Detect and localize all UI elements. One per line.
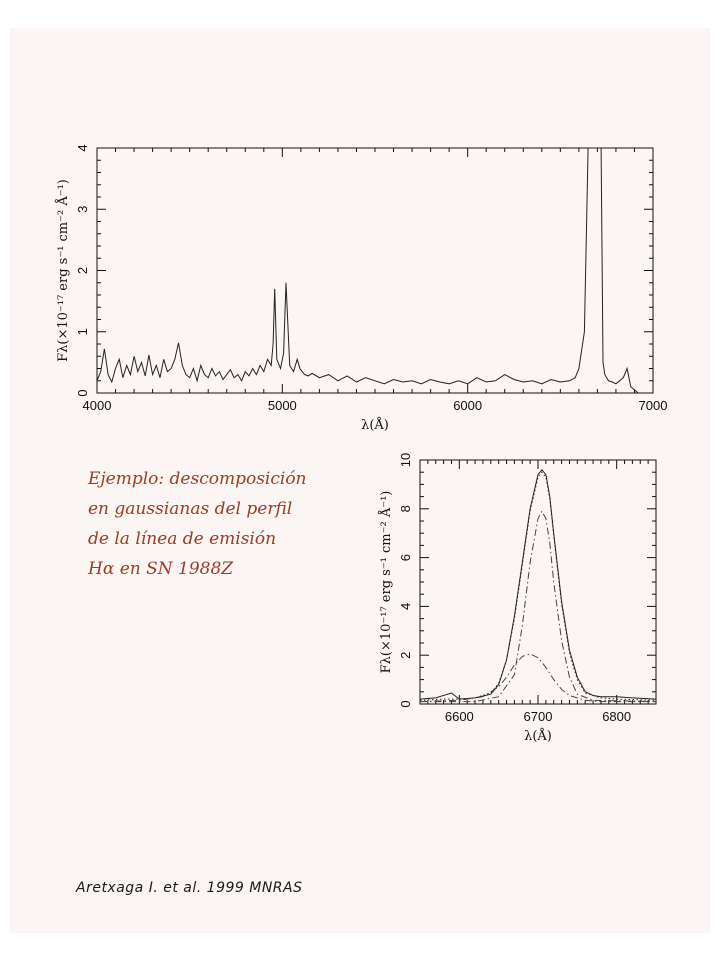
x-tick-label: 6800 (602, 709, 631, 724)
note-line: en gaussianas del perfil (88, 499, 293, 519)
x-tick-label: 5000 (268, 398, 297, 413)
citation-text: Aretxaga I. et al. 1999 MNRAS (76, 880, 303, 896)
y-tick-label: 1 (75, 328, 90, 335)
y-tick-label: 2 (398, 652, 413, 659)
paper-background (10, 28, 710, 933)
halpha-profile-chart: 6600 6700 6800 0 2 4 6 8 10 λ(Å) Fλ(×10⁻¹⁷ erg s… (378, 453, 657, 744)
x-tick-label: 7000 (639, 398, 668, 413)
handwritten-note: Ejemplo: descomposición en gaussianas de… (88, 464, 388, 584)
note-line: de la línea de emisión (88, 529, 277, 549)
series-line (419, 471, 657, 701)
x-tick-label: 6700 (524, 709, 553, 724)
axis-ticks (96, 147, 654, 394)
series-line (419, 653, 656, 703)
x-axis-label: λ(Å) (361, 417, 389, 433)
x-tick-label: 6000 (453, 398, 482, 413)
y-tick-label: 8 (398, 505, 413, 512)
x-axis-label: λ(Å) (524, 728, 552, 744)
full-spectrum-chart: 4000 5000 6000 7000 0 1 2 3 4 λ(Å) Fλ(×10⁻¹⁷ erg… (55, 144, 667, 433)
axis-ticks (419, 459, 657, 705)
y-tick-label: 10 (398, 453, 413, 467)
y-tick-label: 4 (75, 144, 90, 151)
chart-frame (419, 459, 657, 705)
y-tick-label: 3 (75, 206, 90, 213)
y-tick-label: 4 (398, 603, 413, 610)
y-axis-label: Fλ(×10⁻¹⁷ erg s⁻¹ cm⁻² Å⁻¹) (378, 491, 394, 674)
y-tick-label: 0 (398, 700, 413, 707)
y-tick-label: 6 (398, 554, 413, 561)
tick-labels: 4000 5000 6000 7000 0 1 2 3 4 (75, 144, 667, 413)
tick-labels: 6600 6700 6800 0 2 4 6 8 10 (398, 453, 631, 724)
y-tick-label: 0 (75, 389, 90, 396)
note-line: Hα en SN 1988Z (88, 559, 234, 579)
x-tick-label: 4000 (83, 398, 112, 413)
series-line (420, 510, 657, 703)
note-line: Ejemplo: descomposición (88, 469, 307, 489)
series-group (96, 147, 639, 394)
series-group (419, 469, 657, 703)
y-tick-label: 2 (75, 267, 90, 274)
series-line (419, 469, 657, 700)
y-axis-label: Fλ(×10⁻¹⁷ erg s⁻¹ cm⁻² Å⁻¹) (55, 179, 71, 362)
x-tick-label: 6600 (445, 709, 474, 724)
series-line (96, 147, 639, 394)
